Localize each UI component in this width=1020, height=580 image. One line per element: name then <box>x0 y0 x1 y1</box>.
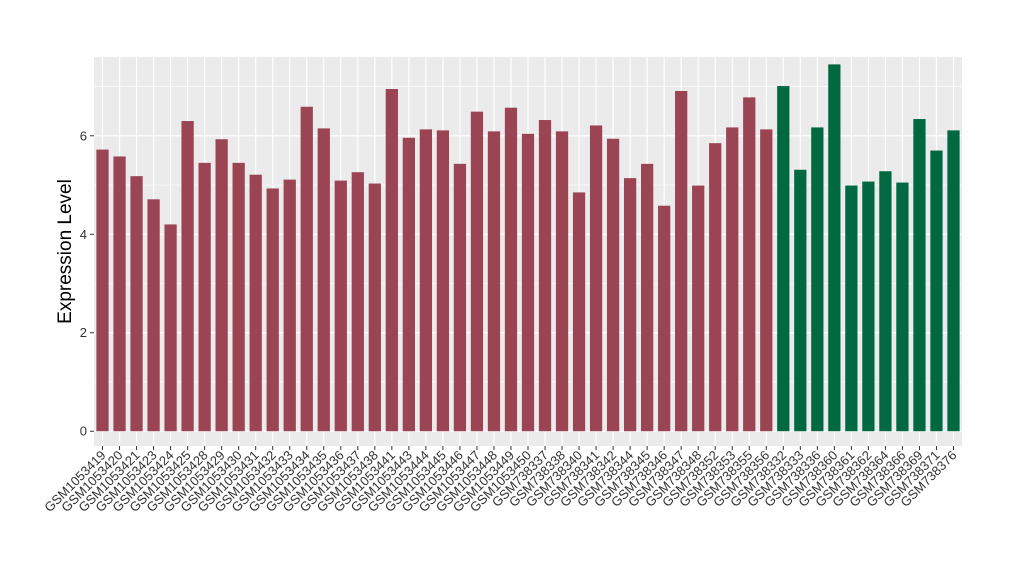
bar <box>470 111 484 432</box>
bar <box>351 172 364 432</box>
y-tick-label: 0 <box>80 424 87 439</box>
y-axis: 0 2 4 6 <box>80 128 94 439</box>
bar <box>147 199 160 432</box>
y-tick-label: 2 <box>80 325 87 340</box>
bar <box>692 185 705 432</box>
bar <box>453 163 467 432</box>
bar <box>164 224 177 432</box>
bar <box>794 169 807 432</box>
bar <box>436 130 450 432</box>
bar <box>402 137 415 432</box>
y-tick-label: 4 <box>80 227 87 242</box>
bar <box>538 120 552 432</box>
bar <box>521 133 535 432</box>
bar <box>266 188 279 432</box>
bar <box>130 176 143 432</box>
bar <box>641 163 654 432</box>
bar <box>487 131 501 432</box>
bar <box>283 179 296 432</box>
bar <box>947 130 960 432</box>
bar <box>589 125 603 432</box>
bar <box>368 183 381 432</box>
bar <box>96 149 109 432</box>
bar <box>726 127 739 432</box>
bar <box>300 106 313 432</box>
bar <box>743 97 756 432</box>
bar <box>232 162 245 432</box>
x-axis: GSM1053419GSM1053420GSM1053421GSM1053423… <box>41 446 960 515</box>
bar <box>504 107 518 432</box>
bar <box>760 129 773 432</box>
bar <box>811 127 824 432</box>
bar <box>913 119 926 432</box>
bar <box>709 143 722 432</box>
bar <box>113 156 126 432</box>
bar <box>334 180 347 432</box>
bar <box>658 205 671 432</box>
bar <box>930 150 943 432</box>
bar <box>845 185 858 432</box>
y-tick-label: 6 <box>80 128 87 143</box>
y-axis-title: Expression Level <box>55 179 76 324</box>
bar <box>198 162 211 432</box>
bar <box>879 171 892 432</box>
bars <box>96 64 960 432</box>
bar <box>777 86 790 432</box>
bar <box>828 64 841 432</box>
bar <box>862 181 875 432</box>
bar <box>675 90 688 432</box>
bar <box>572 192 586 432</box>
bar <box>181 121 194 432</box>
bar <box>249 174 262 432</box>
bar <box>419 129 433 432</box>
bar <box>385 89 398 432</box>
bar <box>896 182 909 432</box>
bar <box>317 128 330 432</box>
bar <box>215 139 228 432</box>
bar <box>606 138 620 432</box>
bar <box>555 131 569 432</box>
bar <box>623 178 637 432</box>
